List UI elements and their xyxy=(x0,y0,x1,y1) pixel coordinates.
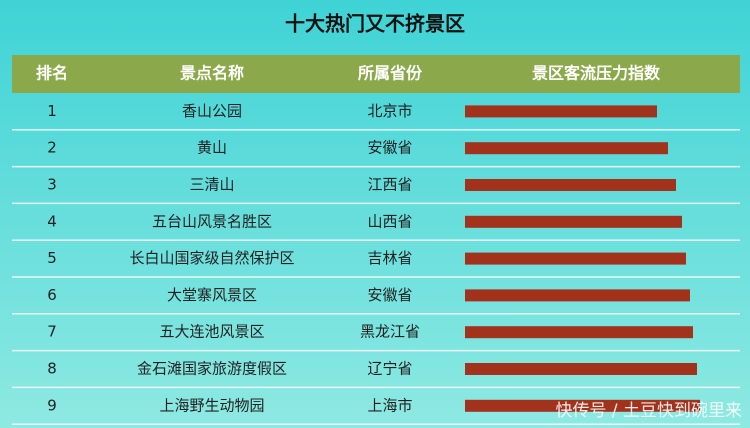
province: 江西省 xyxy=(367,176,412,194)
spot-name: 金石滩国家旅游度假区 xyxy=(137,360,287,378)
rank: 8 xyxy=(47,360,57,378)
bar xyxy=(465,179,676,191)
bar xyxy=(465,399,700,412)
column-header: 景区客流压力指数 xyxy=(532,64,661,83)
spot-name: 上海野生动物园 xyxy=(159,396,264,414)
bar xyxy=(465,363,697,375)
rank: 5 xyxy=(47,249,57,267)
rank: 7 xyxy=(47,323,57,341)
bar xyxy=(465,142,668,155)
province: 上海市 xyxy=(367,396,412,414)
province: 安徽省 xyxy=(367,139,412,157)
rank: 2 xyxy=(47,139,57,157)
rank: 4 xyxy=(47,212,57,230)
column-header: 景点名称 xyxy=(180,64,244,83)
title: 十大热门又不挤景区 xyxy=(285,12,465,36)
bar xyxy=(465,252,686,265)
header-row xyxy=(12,55,740,93)
watermark: 快传号 / 土豆快到碗里来 xyxy=(555,401,742,421)
spot-name: 大堂寨风景区 xyxy=(167,286,257,304)
rank: 1 xyxy=(47,102,57,120)
province: 安徽省 xyxy=(367,286,412,304)
column-header: 所属省份 xyxy=(358,64,423,83)
province: 山西省 xyxy=(367,212,412,230)
spot-name: 香山公园 xyxy=(182,102,242,120)
bar xyxy=(465,326,693,339)
bar xyxy=(465,105,657,118)
rank: 3 xyxy=(47,176,57,194)
bar xyxy=(465,215,682,228)
rank: 9 xyxy=(47,396,57,414)
province: 辽宁省 xyxy=(367,360,412,378)
spot-name: 五台山风景名胜区 xyxy=(152,212,272,230)
column-header: 排名 xyxy=(36,64,68,83)
spot-name: 黄山 xyxy=(197,139,227,157)
province: 北京市 xyxy=(367,102,412,120)
spot-name: 五大连池风景区 xyxy=(159,323,264,341)
province: 吉林省 xyxy=(367,249,412,267)
spot-name: 长白山国家级自然保护区 xyxy=(129,249,294,267)
rank: 6 xyxy=(47,286,57,304)
bar xyxy=(465,289,690,302)
province: 黑龙江省 xyxy=(360,323,420,341)
spot-name: 三清山 xyxy=(189,176,234,194)
